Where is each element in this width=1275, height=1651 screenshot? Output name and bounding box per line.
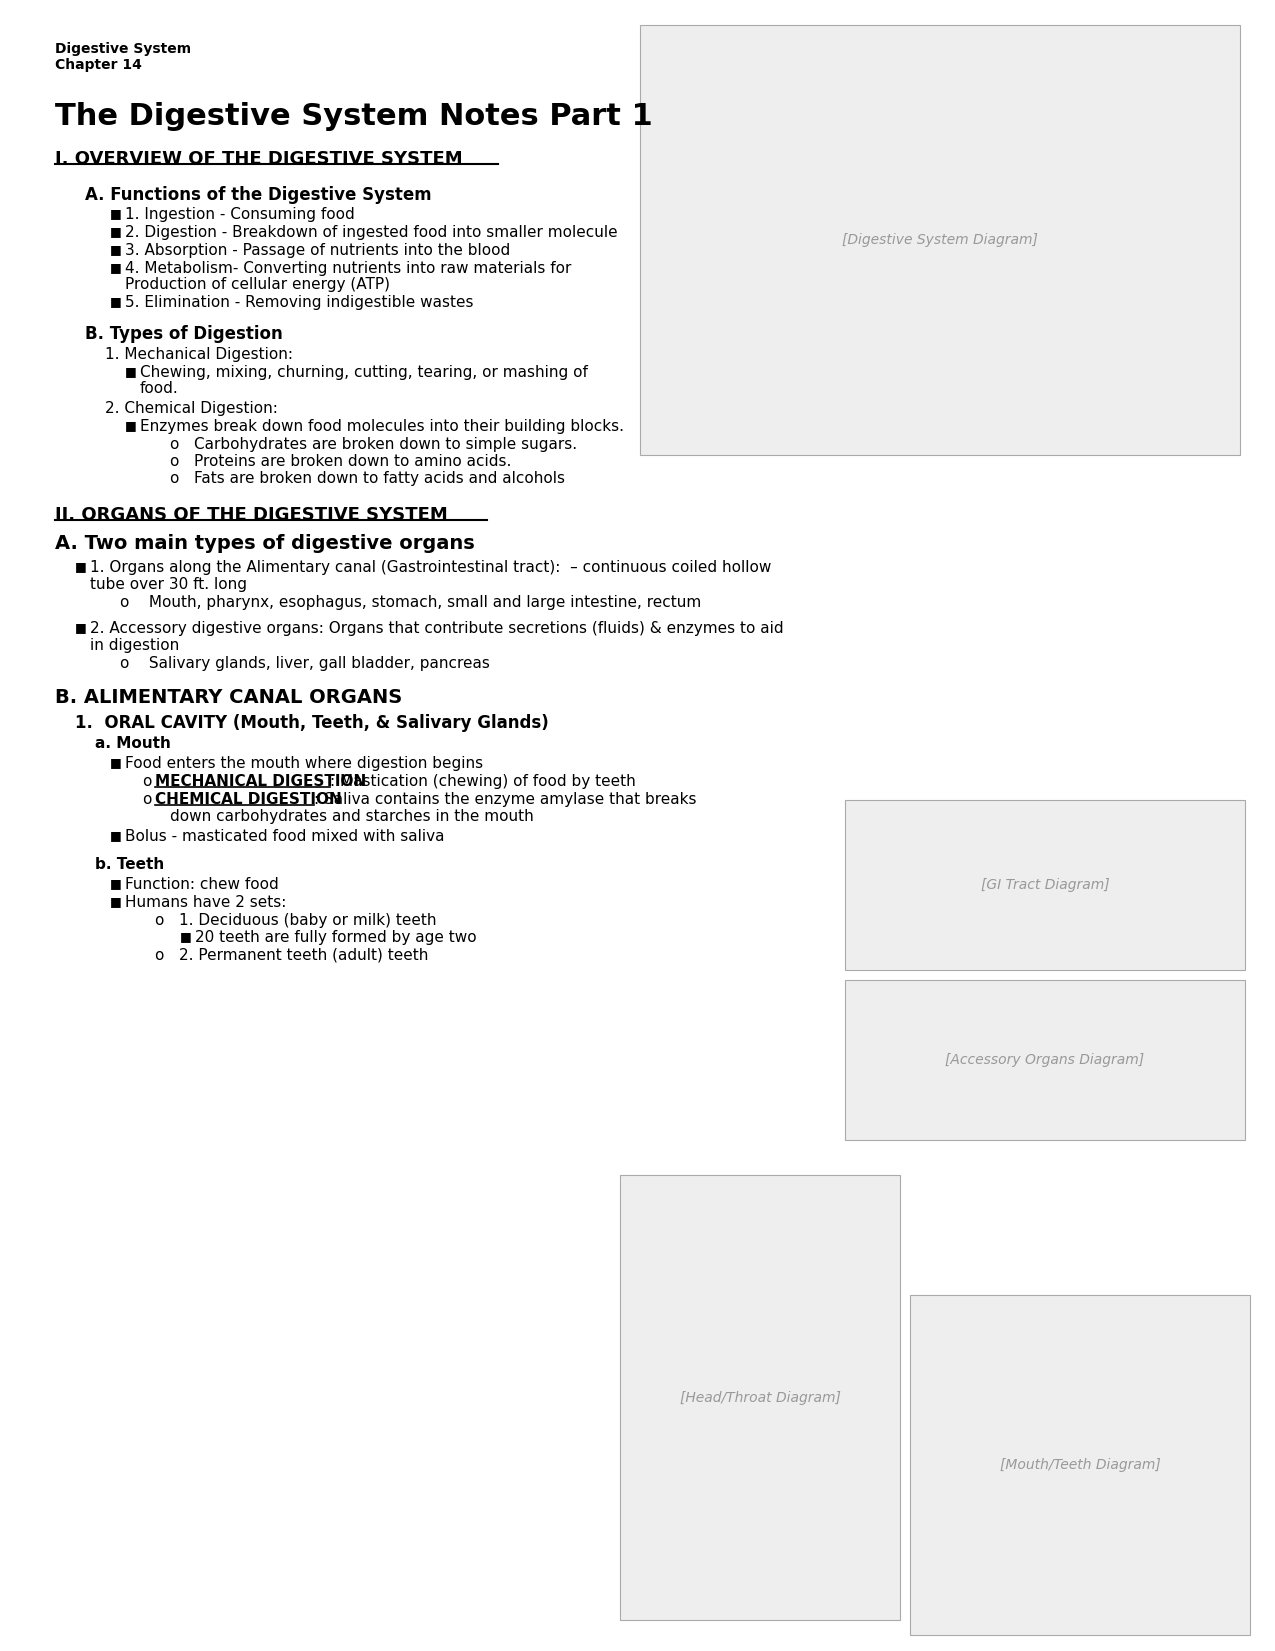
- Text: 1. Ingestion - Consuming food: 1. Ingestion - Consuming food: [125, 206, 354, 221]
- Text: ■: ■: [125, 419, 136, 433]
- Text: 2. Chemical Digestion:: 2. Chemical Digestion:: [105, 401, 278, 416]
- Text: ■: ■: [110, 877, 121, 890]
- Text: [Head/Throat Diagram]: [Head/Throat Diagram]: [680, 1390, 840, 1405]
- Text: : Mastication (chewing) of food by teeth: : Mastication (chewing) of food by teeth: [330, 774, 636, 789]
- Text: in digestion: in digestion: [91, 637, 180, 654]
- Text: o    Salivary glands, liver, gall bladder, pancreas: o Salivary glands, liver, gall bladder, …: [120, 655, 490, 670]
- FancyBboxPatch shape: [845, 801, 1244, 971]
- Text: 1. Mechanical Digestion:: 1. Mechanical Digestion:: [105, 347, 293, 362]
- Text: ■: ■: [75, 621, 87, 634]
- Text: Production of cellular energy (ATP): Production of cellular energy (ATP): [125, 277, 390, 292]
- Text: Chapter 14: Chapter 14: [55, 58, 142, 73]
- Text: o   Carbohydrates are broken down to simple sugars.: o Carbohydrates are broken down to simpl…: [170, 438, 578, 452]
- Text: ■: ■: [110, 895, 121, 908]
- Text: ■: ■: [125, 365, 136, 378]
- Text: [Accessory Organs Diagram]: [Accessory Organs Diagram]: [946, 1053, 1145, 1067]
- Text: a. Mouth: a. Mouth: [96, 736, 171, 751]
- Text: b. Teeth: b. Teeth: [96, 857, 164, 872]
- Text: o   2. Permanent teeth (adult) teeth: o 2. Permanent teeth (adult) teeth: [156, 948, 428, 963]
- Text: o    Mouth, pharynx, esophagus, stomach, small and large intestine, rectum: o Mouth, pharynx, esophagus, stomach, sm…: [120, 594, 701, 609]
- Text: [Mouth/Teeth Diagram]: [Mouth/Teeth Diagram]: [1000, 1458, 1160, 1473]
- Text: 3. Absorption - Passage of nutrients into the blood: 3. Absorption - Passage of nutrients int…: [125, 243, 510, 258]
- FancyBboxPatch shape: [640, 25, 1241, 456]
- Text: down carbohydrates and starches in the mouth: down carbohydrates and starches in the m…: [170, 809, 534, 824]
- Text: ■: ■: [110, 206, 121, 220]
- Text: A. Two main types of digestive organs: A. Two main types of digestive organs: [55, 533, 474, 553]
- Text: II. ORGANS OF THE DIGESTIVE SYSTEM: II. ORGANS OF THE DIGESTIVE SYSTEM: [55, 505, 448, 523]
- Text: ■: ■: [110, 261, 121, 274]
- Text: Bolus - masticated food mixed with saliva: Bolus - masticated food mixed with saliv…: [125, 829, 445, 844]
- Text: ■: ■: [75, 560, 87, 573]
- Text: ■: ■: [110, 829, 121, 842]
- Text: B. ALIMENTARY CANAL ORGANS: B. ALIMENTARY CANAL ORGANS: [55, 688, 402, 707]
- Text: 5. Elimination - Removing indigestible wastes: 5. Elimination - Removing indigestible w…: [125, 296, 473, 310]
- Text: : Saliva contains the enzyme amylase that breaks: : Saliva contains the enzyme amylase tha…: [314, 792, 696, 807]
- Text: o: o: [143, 792, 157, 807]
- Text: MECHANICAL DIGESTION: MECHANICAL DIGESTION: [156, 774, 366, 789]
- FancyBboxPatch shape: [620, 1176, 900, 1620]
- Text: ■: ■: [110, 243, 121, 256]
- Text: 1. Organs along the Alimentary canal (Gastrointestinal tract):  – continuous coi: 1. Organs along the Alimentary canal (Ga…: [91, 560, 771, 575]
- Text: The Digestive System Notes Part 1: The Digestive System Notes Part 1: [55, 102, 653, 130]
- Text: B. Types of Digestion: B. Types of Digestion: [85, 325, 283, 343]
- Text: ■: ■: [110, 296, 121, 309]
- Text: 4. Metabolism- Converting nutrients into raw materials for: 4. Metabolism- Converting nutrients into…: [125, 261, 571, 276]
- Text: Function: chew food: Function: chew food: [125, 877, 279, 892]
- Text: o: o: [143, 774, 157, 789]
- Text: 20 teeth are fully formed by age two: 20 teeth are fully formed by age two: [195, 930, 477, 944]
- Text: 1.  ORAL CAVITY (Mouth, Teeth, & Salivary Glands): 1. ORAL CAVITY (Mouth, Teeth, & Salivary…: [75, 713, 548, 731]
- Text: food.: food.: [140, 381, 178, 396]
- FancyBboxPatch shape: [910, 1294, 1250, 1634]
- Text: I. OVERVIEW OF THE DIGESTIVE SYSTEM: I. OVERVIEW OF THE DIGESTIVE SYSTEM: [55, 150, 463, 168]
- Text: ■: ■: [110, 225, 121, 238]
- FancyBboxPatch shape: [845, 981, 1244, 1139]
- Text: ■: ■: [180, 930, 191, 943]
- Text: [Digestive System Diagram]: [Digestive System Diagram]: [842, 233, 1038, 248]
- Text: 2. Accessory digestive organs: Organs that contribute secretions (fluids) & enzy: 2. Accessory digestive organs: Organs th…: [91, 621, 784, 636]
- Text: 2. Digestion - Breakdown of ingested food into smaller molecule: 2. Digestion - Breakdown of ingested foo…: [125, 225, 617, 239]
- Text: A. Functions of the Digestive System: A. Functions of the Digestive System: [85, 187, 432, 205]
- Text: Chewing, mixing, churning, cutting, tearing, or mashing of: Chewing, mixing, churning, cutting, tear…: [140, 365, 588, 380]
- Text: o   Proteins are broken down to amino acids.: o Proteins are broken down to amino acid…: [170, 454, 511, 469]
- Text: Food enters the mouth where digestion begins: Food enters the mouth where digestion be…: [125, 756, 483, 771]
- Text: Humans have 2 sets:: Humans have 2 sets:: [125, 895, 287, 910]
- Text: o   Fats are broken down to fatty acids and alcohols: o Fats are broken down to fatty acids an…: [170, 471, 565, 485]
- Text: ■: ■: [110, 756, 121, 769]
- Text: Enzymes break down food molecules into their building blocks.: Enzymes break down food molecules into t…: [140, 419, 623, 434]
- Text: CHEMICAL DIGESTION: CHEMICAL DIGESTION: [156, 792, 342, 807]
- Text: o   1. Deciduous (baby or milk) teeth: o 1. Deciduous (baby or milk) teeth: [156, 913, 436, 928]
- Text: tube over 30 ft. long: tube over 30 ft. long: [91, 576, 247, 593]
- Text: [GI Tract Diagram]: [GI Tract Diagram]: [980, 878, 1109, 892]
- Text: Digestive System: Digestive System: [55, 41, 191, 56]
